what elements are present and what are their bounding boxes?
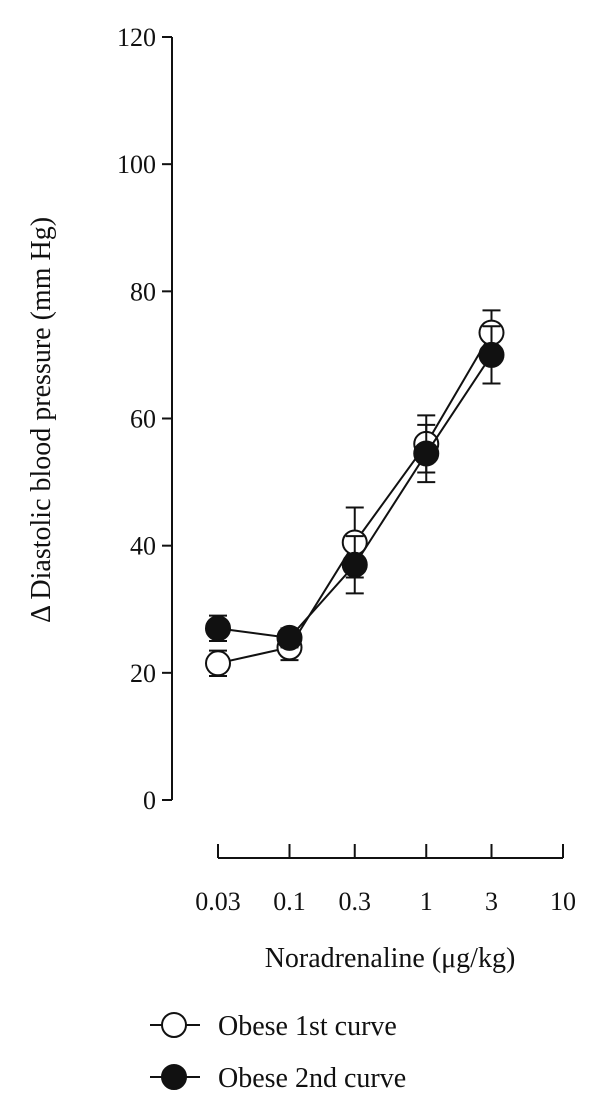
data-point-filled [205,615,231,642]
legend-marker [161,1012,187,1038]
legend-label: Obese 2nd curve [218,1063,406,1094]
data-point-filled [413,440,440,467]
legend: Obese 1st curve Obese 2nd curve [150,1011,406,1094]
legend-item: Obese 2nd curve [150,1063,406,1094]
data-point-filled [276,624,303,651]
x-tick-label: 0.03 [195,887,241,916]
x-tick-label: 10 [550,887,576,916]
y-tick-label: 0 [143,786,156,815]
data-point-open [205,650,231,677]
series-line [217,354,493,639]
x-tick-label: 3 [485,887,498,916]
legend-label: Obese 1st curve [218,1011,397,1042]
y-tick-label: 120 [117,23,156,52]
y-tick-label: 60 [130,405,156,434]
data-point-filled [341,551,368,578]
series-1 [205,309,505,678]
y-tick-label: 80 [130,277,156,306]
y-tick-label: 40 [130,532,156,561]
series-2 [205,325,505,651]
legend-item: Obese 1st curve [150,1011,397,1042]
x-tick-label: 1 [420,887,433,916]
x-tick-label: 0.1 [273,887,306,916]
plot-area [205,309,505,678]
y-axis: 0 20 40 60 80 100 120 [117,23,173,815]
y-axis-title: Δ Diastolic blood pressure (mm Hg) [26,217,57,623]
legend-marker [161,1064,187,1090]
x-axis-title: Noradrenaline (μg/kg) [265,943,516,974]
y-tick-label: 100 [117,150,156,179]
series-line [217,332,493,665]
y-tick-label: 20 [130,659,156,688]
x-axis: 0.03 0.1 0.3 1 3 10 [195,844,576,916]
x-tick-label: 0.3 [338,887,371,916]
data-point-filled [478,341,505,368]
